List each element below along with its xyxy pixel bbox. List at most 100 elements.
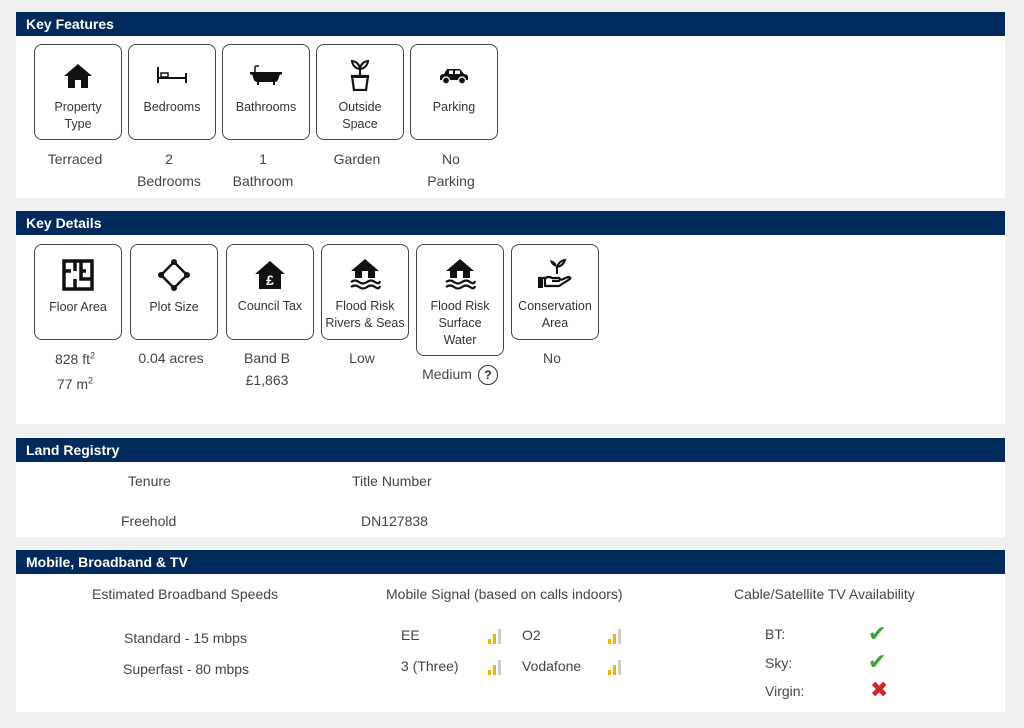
mobile-broadband-panel: Mobile, Broadband & TV Estimated Broadba… xyxy=(16,550,1005,712)
tv-heading: Cable/Satellite TV Availability xyxy=(734,586,915,602)
feature-parking: Parking xyxy=(410,44,498,140)
flood-house-icon xyxy=(445,259,476,290)
feature-value-bedrooms: 2 Bedrooms xyxy=(128,148,210,192)
feature-value-line: Bathroom xyxy=(232,173,294,189)
tenure-label: Tenure xyxy=(128,473,171,489)
detail-council-tax: £ Council Tax xyxy=(226,244,314,340)
feature-value-parking: No Parking xyxy=(410,148,492,192)
feature-value-line: Bedrooms xyxy=(137,173,201,189)
network-three: 3 (Three) xyxy=(401,658,459,674)
plot-diamond-icon xyxy=(158,259,190,291)
signal-bar xyxy=(608,670,611,675)
house-pound-icon: £ xyxy=(255,261,285,289)
feature-value-line: Garden xyxy=(333,151,381,167)
feature-value-line: Terraced xyxy=(47,151,103,167)
detail-floor-area: Floor Area xyxy=(34,244,122,340)
signal-icon xyxy=(608,659,626,675)
help-icon[interactable]: ? xyxy=(477,365,498,386)
detail-value-line: 0.04 acres xyxy=(138,350,204,366)
value-sup: 2 xyxy=(88,375,94,386)
cross-icon: ✖ xyxy=(870,677,889,702)
value-sup: 2 xyxy=(90,350,96,361)
detail-flood-risk-rivers: Flood Risk Rivers & Seas xyxy=(321,244,409,340)
broadband-heading: Estimated Broadband Speeds xyxy=(92,586,279,602)
signal-icon xyxy=(488,659,506,675)
feature-property-type: Property Type xyxy=(34,44,122,140)
feature-bedrooms: Bedrooms xyxy=(128,44,216,140)
feature-value-line: Parking xyxy=(427,173,475,189)
signal-bar xyxy=(498,629,501,644)
detail-value-line: 828 ft2 xyxy=(34,347,116,372)
mobile-broadband-header: Mobile, Broadband & TV xyxy=(16,550,1005,574)
feature-label-line: Bathrooms xyxy=(235,100,297,114)
feature-value-line: 2 xyxy=(165,151,173,167)
detail-value-line: 77 m2 xyxy=(34,372,116,397)
signal-icon xyxy=(608,628,626,644)
detail-value-flood-risk-surface: Medium? xyxy=(408,363,512,386)
detail-value-floor-area: 828 ft2 77 m2 xyxy=(34,347,116,397)
feature-value-property-type: Terraced xyxy=(34,148,116,170)
feature-value-bathrooms: 1 Bathroom xyxy=(222,148,304,192)
detail-label-line: Plot Size xyxy=(149,300,199,314)
detail-value-conservation-area: No xyxy=(511,347,593,369)
tv-sky: Sky: xyxy=(765,655,793,671)
tv-virgin: Virgin: xyxy=(765,683,805,699)
feature-label-line: Property xyxy=(54,100,102,114)
feature-label-line: Parking xyxy=(432,100,476,114)
detail-label-line: Area xyxy=(541,316,569,330)
land-registry-panel: Land Registry Tenure Freehold Title Numb… xyxy=(16,438,1005,537)
detail-label-line: Floor Area xyxy=(49,300,107,314)
feature-label-line: Outside xyxy=(338,100,382,114)
tv-bt: BT: xyxy=(765,626,786,642)
feature-value-outside-space: Garden xyxy=(316,148,398,170)
title-number-value: DN127838 xyxy=(361,513,428,529)
flood-house-icon xyxy=(350,259,381,290)
broadband-superfast: Superfast - 80 mbps xyxy=(123,661,250,677)
signal-heading: Mobile Signal (based on calls indoors) xyxy=(386,586,623,602)
detail-label-line: Flood Risk xyxy=(430,299,490,313)
signal-bar xyxy=(618,629,621,644)
signal-bar xyxy=(618,660,621,675)
signal-icon xyxy=(488,628,506,644)
plant-pot-icon xyxy=(350,59,370,91)
detail-plot-size: Plot Size xyxy=(130,244,218,340)
tenure-value: Freehold xyxy=(121,513,177,529)
detail-value-line: Band B xyxy=(244,350,290,366)
detail-value-line: £1,863 xyxy=(245,372,289,388)
value-text: 77 m xyxy=(56,376,89,392)
feature-value-line: No xyxy=(442,151,460,167)
detail-label-line: Conservation xyxy=(518,299,592,313)
title-number-label: Title Number xyxy=(352,473,432,489)
detail-value-line: No xyxy=(543,350,561,366)
detail-label-line: Surface xyxy=(438,316,482,330)
signal-bar xyxy=(613,665,616,675)
signal-bar xyxy=(613,634,616,644)
detail-conservation-area: Conservation Area xyxy=(511,244,599,340)
key-features-header: Key Features xyxy=(16,12,1005,36)
feature-label-line: Bedrooms xyxy=(143,100,201,114)
bathtub-icon xyxy=(250,65,282,85)
detail-value-flood-risk-rivers: Low xyxy=(321,347,403,369)
detail-label-line: Flood Risk xyxy=(335,299,395,313)
bed-icon xyxy=(157,67,187,83)
signal-bar xyxy=(493,665,496,675)
hand-plant-icon xyxy=(538,258,572,288)
network-vodafone: Vodafone xyxy=(522,658,582,674)
detail-value-line: Medium xyxy=(422,366,472,382)
broadband-standard: Standard - 15 mbps xyxy=(124,630,247,646)
detail-value-council-tax: Band B £1,863 xyxy=(226,347,308,391)
detail-label-line: Council Tax xyxy=(237,299,303,313)
key-features-panel: Key Features Property Type Terraced Bedr… xyxy=(16,12,1005,198)
feature-outside-space: Outside Space xyxy=(316,44,404,140)
check-icon: ✔ xyxy=(868,621,887,646)
network-ee: EE xyxy=(401,627,420,643)
detail-flood-risk-surface: Flood Risk Surface Water xyxy=(416,244,504,356)
car-icon xyxy=(440,69,468,85)
svg-text:£: £ xyxy=(266,272,274,288)
feature-bathrooms: Bathrooms xyxy=(222,44,310,140)
detail-value-line: Low xyxy=(349,350,375,366)
key-details-panel: Key Details Floor Area 828 ft2 77 m2 Plo… xyxy=(16,211,1005,424)
feature-value-line: 1 xyxy=(259,151,267,167)
detail-label-line: Water xyxy=(443,333,477,347)
home-icon xyxy=(64,64,92,88)
